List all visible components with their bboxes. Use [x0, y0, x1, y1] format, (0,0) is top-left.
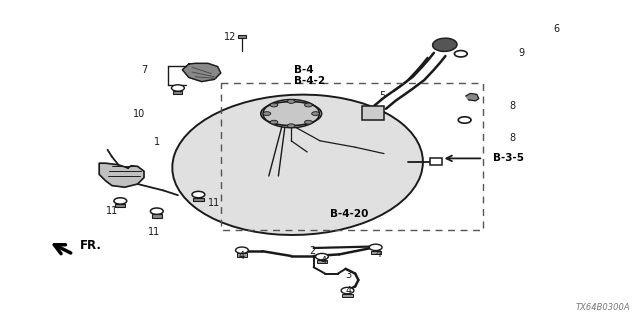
- Text: 11: 11: [106, 206, 118, 216]
- Text: 4: 4: [346, 286, 352, 296]
- Text: B-3-5: B-3-5: [493, 153, 524, 164]
- Circle shape: [287, 124, 295, 128]
- Bar: [152, 214, 162, 218]
- Text: 8: 8: [509, 132, 515, 143]
- Circle shape: [192, 191, 205, 198]
- Bar: [371, 251, 381, 254]
- Circle shape: [312, 112, 319, 116]
- Circle shape: [270, 120, 278, 124]
- Polygon shape: [466, 93, 479, 101]
- Ellipse shape: [433, 38, 457, 52]
- Text: 3: 3: [346, 270, 352, 280]
- Text: B-4
B-4-2: B-4 B-4-2: [294, 65, 326, 85]
- Text: 7: 7: [141, 65, 147, 76]
- Circle shape: [369, 244, 382, 251]
- Bar: [362, 106, 384, 120]
- Circle shape: [287, 100, 295, 103]
- Circle shape: [150, 208, 163, 214]
- Text: 1: 1: [154, 137, 160, 148]
- Circle shape: [454, 51, 467, 57]
- Text: B-4-20: B-4-20: [330, 209, 368, 220]
- Text: 11: 11: [208, 198, 221, 208]
- Ellipse shape: [172, 95, 423, 235]
- Bar: [342, 294, 353, 297]
- Ellipse shape: [261, 101, 321, 125]
- Text: 10: 10: [133, 108, 146, 119]
- Text: 8: 8: [509, 100, 515, 111]
- Circle shape: [270, 103, 278, 107]
- Bar: [115, 204, 125, 207]
- Circle shape: [263, 112, 271, 116]
- Polygon shape: [182, 63, 221, 82]
- Text: 5: 5: [380, 91, 386, 101]
- Text: 4: 4: [239, 251, 245, 261]
- Circle shape: [341, 287, 354, 294]
- Bar: [193, 198, 204, 201]
- Text: 2: 2: [309, 246, 316, 256]
- Text: 4: 4: [376, 249, 382, 260]
- Bar: [238, 35, 246, 38]
- Circle shape: [458, 117, 471, 123]
- Circle shape: [114, 198, 127, 204]
- Bar: [317, 260, 327, 263]
- Text: FR.: FR.: [80, 239, 102, 252]
- Text: 6: 6: [554, 24, 560, 34]
- Bar: [430, 158, 442, 165]
- Bar: [173, 91, 182, 94]
- Text: 9: 9: [518, 48, 525, 58]
- Text: 4: 4: [320, 256, 326, 266]
- Text: TX64B0300A: TX64B0300A: [576, 303, 630, 312]
- Polygon shape: [99, 163, 144, 187]
- Circle shape: [305, 103, 312, 107]
- Circle shape: [172, 85, 184, 91]
- Text: 11: 11: [147, 227, 160, 237]
- Text: 12: 12: [224, 32, 237, 42]
- Bar: [221, 83, 483, 230]
- Bar: [237, 253, 247, 257]
- Circle shape: [305, 120, 312, 124]
- Circle shape: [316, 253, 328, 260]
- Circle shape: [236, 247, 248, 253]
